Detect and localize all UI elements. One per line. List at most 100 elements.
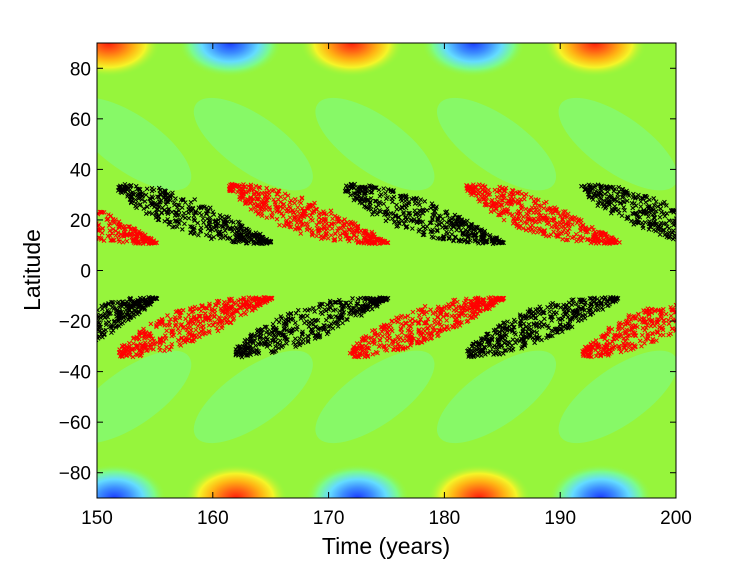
scatter-point — [368, 233, 374, 239]
scatter-point — [700, 312, 704, 316]
scatter-point — [624, 198, 630, 204]
scatter-point — [92, 337, 96, 341]
scatter-point — [141, 329, 147, 334]
scatter-point — [54, 191, 58, 195]
scatter-point — [299, 222, 304, 228]
scatter-point — [212, 302, 218, 308]
scatter-point — [664, 224, 670, 230]
scatter-point — [566, 300, 572, 306]
scatter-point — [131, 226, 137, 231]
scatter-point — [61, 210, 65, 214]
scatter-point — [476, 191, 482, 197]
scatter-point — [323, 317, 329, 323]
scatter-point — [283, 220, 289, 225]
scatter-point — [177, 217, 183, 223]
scatter-point — [56, 343, 60, 347]
scatter-point — [13, 189, 17, 193]
scatter-point — [703, 297, 707, 301]
scatter-point — [681, 227, 685, 231]
scatter-point — [248, 195, 254, 200]
scatter-point — [43, 348, 47, 352]
scatter-point — [225, 309, 231, 315]
scatter-point — [652, 215, 657, 221]
scatter-point — [367, 233, 373, 239]
scatter-point — [35, 199, 39, 203]
scatter-point — [56, 213, 60, 217]
scatter-point — [698, 236, 702, 240]
scatter-point — [335, 324, 341, 329]
scatter-point — [348, 221, 354, 227]
scatter-point — [270, 335, 276, 340]
scatter-point — [377, 337, 383, 343]
scatter-point — [256, 184, 262, 190]
scatter-point — [465, 233, 471, 239]
scatter-point — [714, 238, 718, 242]
scatter-point — [728, 239, 732, 243]
scatter-point — [421, 229, 427, 235]
scatter-point — [117, 305, 123, 310]
scatter-point — [394, 334, 400, 339]
scatter-point — [62, 350, 66, 354]
scatter-point — [644, 322, 650, 328]
scatter-point — [189, 332, 195, 337]
scatter-point — [455, 217, 461, 222]
scatter-point — [7, 182, 11, 186]
scatter-point — [683, 238, 687, 242]
scatter-point — [182, 200, 188, 205]
scatter-point — [666, 218, 672, 223]
scatter-point — [29, 210, 33, 214]
scatter-point — [680, 211, 684, 215]
scatter-point — [303, 208, 308, 214]
scatter-point — [365, 353, 371, 358]
scatter-point — [65, 337, 69, 341]
scatter-point — [450, 237, 456, 243]
scatter-point — [323, 216, 328, 222]
scatter-point — [367, 203, 373, 209]
scatter-point — [253, 343, 258, 348]
scatter-point — [188, 224, 193, 229]
scatter-point — [372, 327, 378, 333]
scatter-point — [369, 229, 375, 235]
scatter-point — [281, 201, 287, 207]
scatter-point — [700, 230, 704, 234]
scatter-point — [503, 209, 509, 214]
scatter-point — [75, 205, 79, 209]
scatter-point — [196, 306, 202, 312]
scatter-point — [98, 235, 103, 241]
scatter-point — [152, 240, 158, 246]
scatter-point — [221, 299, 227, 305]
scatter-point — [63, 333, 67, 337]
scatter-point — [470, 190, 476, 196]
scatter-point — [344, 300, 349, 306]
scatter-point — [370, 351, 376, 357]
scatter-point — [585, 236, 591, 242]
scatter-point — [684, 301, 688, 305]
scatter-point — [465, 188, 470, 194]
scatter-point — [423, 320, 429, 326]
scatter-point — [38, 352, 42, 356]
scatter-point — [159, 321, 165, 326]
scatter-point — [164, 344, 169, 350]
scatter-point — [130, 336, 136, 341]
scatter-point — [512, 220, 517, 225]
scatter-point — [368, 300, 373, 306]
scatter-point — [20, 193, 24, 197]
scatter-point — [383, 325, 389, 331]
scatter-point — [490, 344, 496, 350]
scatter-point — [407, 210, 413, 216]
scatter-point — [700, 222, 704, 226]
scatter-point — [362, 354, 368, 360]
scatter-point — [730, 298, 734, 302]
scatter-point — [147, 338, 153, 344]
scatter-point — [325, 235, 331, 241]
scatter-point — [297, 199, 302, 205]
scatter-point — [626, 193, 632, 199]
scatter-point — [276, 345, 282, 351]
scatter-point — [223, 315, 229, 321]
scatter-point — [428, 331, 434, 337]
scatter-point — [555, 329, 561, 335]
scatter-point — [660, 227, 666, 233]
scatter-point — [252, 205, 257, 211]
scatter-point — [47, 348, 51, 352]
scatter-point — [473, 232, 479, 238]
